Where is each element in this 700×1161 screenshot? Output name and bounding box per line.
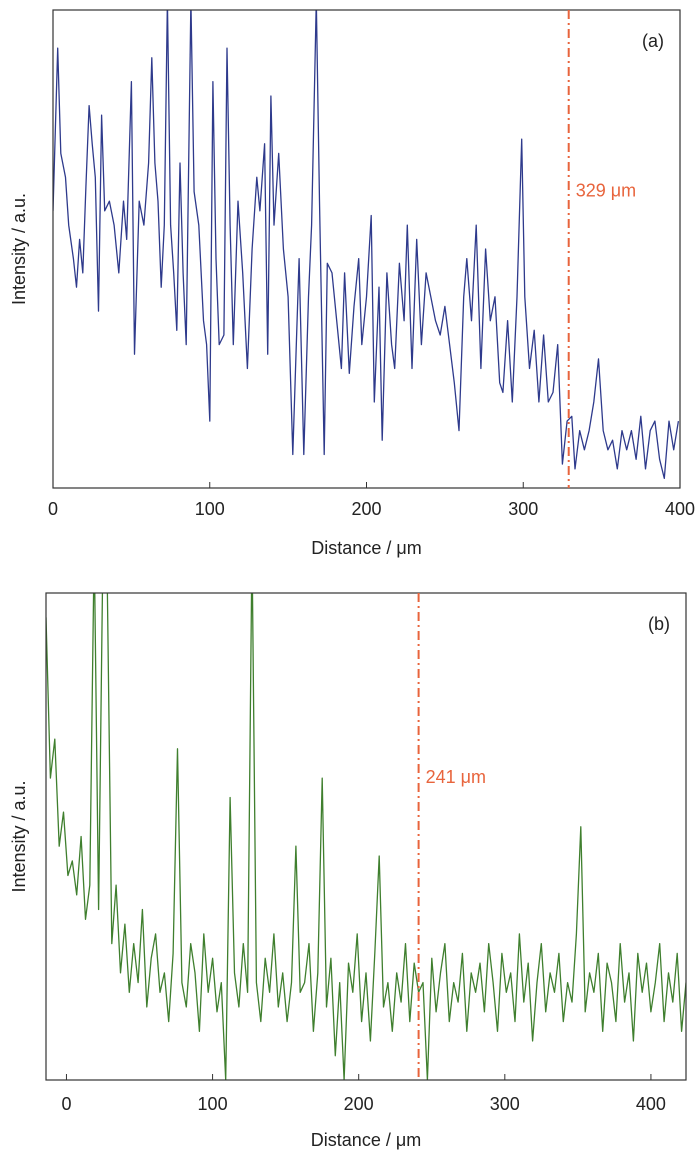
x-axis-label: Distance / μm	[311, 1130, 421, 1150]
panel: 0 100 200 300 400 Distance / μm Intensity / a.…	[9, 9, 695, 558]
x-tick-label: 100	[198, 1094, 228, 1114]
x-tick-label: 0	[61, 1094, 71, 1114]
data-line	[46, 593, 686, 1080]
annotation-label: 329 μm	[576, 180, 636, 200]
plot-frame	[45, 592, 687, 1081]
x-tick-label: 200	[344, 1094, 374, 1114]
x-tick-label: 400	[636, 1094, 666, 1114]
panel: 0 100 200 300 400 Distance / μm Intensity / a.…	[9, 592, 687, 1150]
data-line	[53, 10, 680, 480]
y-axis-label: Intensity / a.u.	[9, 780, 29, 892]
plot-frame	[52, 9, 681, 489]
x-tick-label: 200	[351, 499, 381, 519]
x-tick-label: 0	[48, 499, 58, 519]
x-tick-label: 300	[490, 1094, 520, 1114]
y-axis-label: Intensity / a.u.	[9, 193, 29, 305]
annotation-label: 241 μm	[426, 767, 486, 787]
x-axis-label: Distance / μm	[311, 538, 421, 558]
x-tick-label: 300	[508, 499, 538, 519]
x-tick-label: 400	[665, 499, 695, 519]
panel-label: (a)	[642, 31, 664, 51]
x-tick-label: 100	[195, 499, 225, 519]
panel-label: (b)	[648, 614, 670, 634]
